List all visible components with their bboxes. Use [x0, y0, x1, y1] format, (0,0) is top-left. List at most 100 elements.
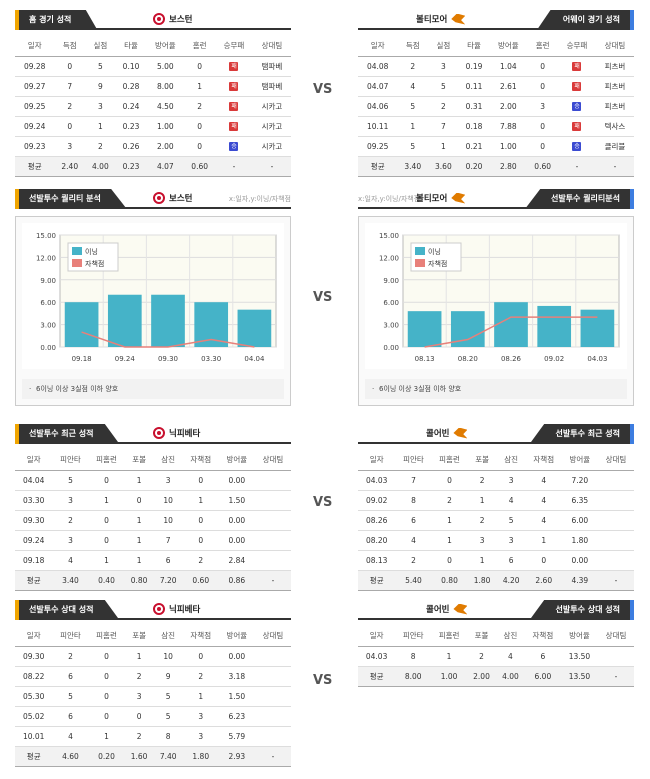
panel-title: 선발투수 퀄리티분석	[524, 189, 634, 209]
table-cell: 09.25	[358, 136, 398, 157]
table-row: 08.26 6 1 2 5 4 6.00	[358, 510, 634, 531]
column-header: 승무패	[557, 36, 596, 57]
table-cell: 09.24	[15, 530, 53, 551]
table-cell: 1.00	[431, 666, 468, 687]
x-tick-label: 08.26	[501, 355, 522, 363]
table-cell	[597, 530, 634, 551]
table-cell: 8.00	[146, 76, 185, 97]
table-cell: 2.60	[525, 570, 562, 591]
table-cell: 1	[124, 470, 154, 491]
table-cell: 7	[54, 76, 86, 97]
table-row: 09.28 0 5 0.10 5.00 0 패 탬파베	[15, 56, 291, 77]
table-cell: 05.30	[15, 686, 53, 707]
table-cell: 1.50	[218, 490, 255, 511]
table-cell: 5.40	[395, 570, 432, 591]
table-cell: 7	[428, 116, 459, 137]
loss-badge: 패	[572, 82, 582, 91]
table-cell: 0	[54, 56, 86, 77]
table-cell	[254, 470, 291, 491]
table-cell: 0	[88, 686, 125, 707]
y-tick-label: 12.00	[379, 254, 399, 262]
table-cell: 0.18	[458, 116, 490, 137]
y-tick-label: 15.00	[36, 232, 56, 240]
table-cell: -	[254, 570, 291, 591]
table-row: 09.25 5 1 0.21 1.00 0 승 클리블	[358, 136, 634, 157]
table-cell: 1.80	[561, 530, 598, 551]
table-cell: -	[597, 570, 634, 591]
table-cell: 09.02	[358, 490, 396, 511]
table-cell: 10	[153, 646, 183, 667]
table-row: 09.24 0 1 0.23 1.00 0 패 시카고	[15, 116, 291, 137]
orioles-logo-icon	[453, 427, 468, 439]
table-cell: 3	[54, 136, 86, 157]
left-chart-box: 15.00 12.00 9.00 6.00 3.00 0.00 09.18 09.24 09.3…	[15, 216, 291, 406]
table-cell: 4	[397, 76, 429, 97]
table-cell: 4	[395, 530, 432, 551]
chart-note: 6이닝 이상 3실점 이하 양호	[22, 379, 284, 399]
legend-swatch-innings	[72, 247, 82, 255]
column-header: 득점	[397, 36, 429, 57]
win-badge: 승	[572, 102, 582, 111]
loss-badge: 패	[229, 62, 239, 71]
column-header: 상대팀	[254, 450, 291, 471]
win-badge: 승	[229, 142, 239, 151]
table-cell: 0	[182, 530, 219, 551]
table-cell: 0.60	[184, 156, 215, 177]
x-tick-label: 09.18	[72, 355, 92, 363]
table-cell: 2.00	[489, 96, 528, 117]
table-cell: 0	[184, 116, 215, 137]
table-cell: 1	[124, 530, 154, 551]
table-cell: 패	[557, 76, 596, 97]
column-header: 타율	[115, 36, 147, 57]
team-label: 닉피베타	[153, 603, 200, 615]
table-cell: 0.60	[182, 570, 219, 591]
table-cell: 2	[395, 550, 432, 571]
column-header: 삼진	[495, 626, 525, 647]
table-cell: 패	[557, 116, 596, 137]
table-cell: -	[252, 156, 291, 177]
table-cell: 1	[85, 116, 116, 137]
red-sox-logo-icon	[153, 192, 165, 204]
table-cell: 2	[124, 666, 154, 687]
table-cell: 08.26	[358, 510, 396, 531]
table-row: 08.22 6 0 2 9 2 3.18	[15, 666, 291, 687]
table-cell: 0	[182, 646, 219, 667]
x-tick-label: 09.24	[115, 355, 136, 363]
loss-badge: 패	[572, 62, 582, 71]
team-label: 보스턴	[153, 192, 192, 204]
column-header: 삼진	[153, 626, 183, 647]
table-header-row: 일자 피안타 피홈런 포볼 삼진 자책점 방어율 상대팀	[358, 450, 634, 471]
left-quality-panel: 선발투수 퀄리티 분석 보스턴 x:일자,y:이닝/자책점	[15, 189, 291, 209]
y-tick-label: 12.00	[36, 254, 56, 262]
table-cell	[254, 726, 291, 747]
table-cell: 10.01	[15, 726, 53, 747]
table-row: 03.30 3 1 0 10 1 1.50	[15, 490, 291, 511]
team-label: 볼티모어	[416, 13, 466, 25]
table-cell: 탬파베	[252, 56, 291, 77]
column-header: 포볼	[124, 626, 154, 647]
table-cell	[597, 490, 634, 511]
column-header: 상대팀	[597, 450, 634, 471]
table-cell: 6.35	[561, 490, 598, 511]
table-cell: 2	[397, 56, 429, 77]
home-recent-panel: 홈 경기 성적 보스턴 일자 득점 실점 타율 방어율 홈런 승무패 상대팀 09.28 0 5 0.…	[15, 10, 291, 177]
stats-table: 일자 피안타 피홈런 포볼 삼진 자책점 방어율 상대팀 04.03 8 1 2 4 6 13.50 평균 8.…	[358, 626, 634, 687]
bar-09.02	[537, 305, 572, 347]
table-cell: 3	[428, 56, 459, 77]
table-cell: 0.20	[88, 746, 125, 767]
y-tick-label: 6.00	[40, 299, 56, 307]
table-cell: 1.80	[182, 746, 219, 767]
table-cell: 0.21	[458, 136, 490, 157]
column-header: 상대팀	[595, 36, 634, 57]
table-cell: 4	[525, 510, 562, 531]
table-cell: 1	[431, 646, 468, 667]
table-cell: 0	[527, 56, 558, 77]
column-header: 포볼	[467, 450, 497, 471]
x-tick-label: 08.13	[415, 355, 435, 363]
table-cell: 1	[467, 550, 497, 571]
column-header: 자책점	[525, 450, 562, 471]
table-row: 04.04 5 0 1 3 0 0.00	[15, 470, 291, 491]
table-row: 08.20 4 1 3 3 1 1.80	[358, 530, 634, 551]
table-cell	[254, 666, 291, 687]
